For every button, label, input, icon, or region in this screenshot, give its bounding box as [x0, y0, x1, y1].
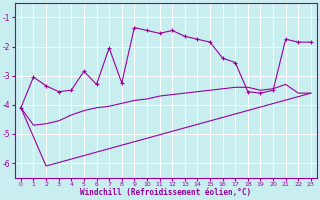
- X-axis label: Windchill (Refroidissement éolien,°C): Windchill (Refroidissement éolien,°C): [80, 188, 252, 197]
